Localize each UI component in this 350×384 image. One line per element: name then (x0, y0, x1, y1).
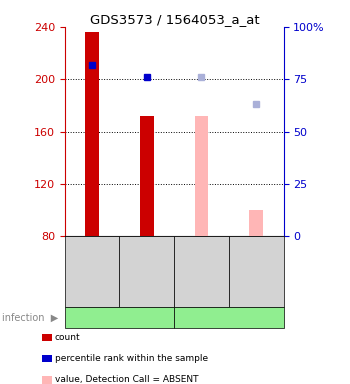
Bar (85, 32, 99, 236)
Text: infection  ▶: infection ▶ (2, 313, 58, 323)
Text: C. pneumonia: C. pneumonia (83, 313, 156, 323)
Bar (195, 116, 208, 236)
Text: GDS3573 / 1564053_a_at: GDS3573 / 1564053_a_at (90, 13, 260, 26)
Bar (249, 210, 263, 236)
Text: count: count (55, 333, 80, 342)
Text: GSM321607: GSM321607 (88, 244, 97, 299)
Text: GSM321606: GSM321606 (252, 244, 261, 299)
Text: GSM321605: GSM321605 (197, 244, 206, 299)
Text: percentile rank within the sample: percentile rank within the sample (55, 354, 208, 363)
Text: GSM321608: GSM321608 (142, 244, 151, 299)
Text: control: control (211, 313, 247, 323)
Bar (140, 116, 154, 236)
Text: value, Detection Call = ABSENT: value, Detection Call = ABSENT (55, 375, 198, 384)
